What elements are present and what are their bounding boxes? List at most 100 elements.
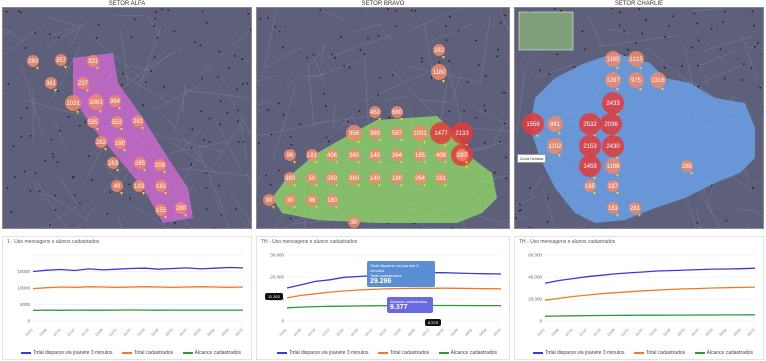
bubble-label: 1215 bbox=[629, 57, 643, 63]
axis-marker-left: 11.302 bbox=[265, 293, 283, 300]
x-tick-label: 02/19 bbox=[123, 328, 132, 337]
bubble-label: 552 bbox=[112, 120, 123, 126]
y-tick-label: 0 bbox=[27, 319, 30, 324]
x-tick-label: 02/12 bbox=[109, 328, 118, 337]
bubble-label: 587 bbox=[392, 131, 403, 137]
x-tick-label: 01/08 bbox=[293, 328, 302, 337]
bubble-label: 2532 bbox=[583, 122, 597, 128]
bubble-label: 281 bbox=[436, 176, 447, 182]
tooltip-title: Total disparos via joanete 3 minutos bbox=[370, 263, 432, 273]
x-tick-label: 02/26 bbox=[137, 328, 146, 337]
bubble-label: 161 bbox=[608, 206, 619, 212]
x-tick-label: 01/15 bbox=[307, 328, 316, 337]
y-tick-label: 30.000 bbox=[270, 253, 284, 258]
y-tick-label: 5000 bbox=[20, 302, 31, 307]
bubble-label: 2430 bbox=[606, 144, 620, 150]
y-tick-label: 20.000 bbox=[528, 297, 542, 302]
bubble-label: 1180 bbox=[433, 70, 447, 76]
x-tick-label: 04/16 bbox=[493, 328, 502, 337]
legend-swatch-orange bbox=[634, 352, 644, 354]
x-tick-label: 01/29 bbox=[593, 328, 602, 337]
legend-swatch-orange bbox=[378, 352, 388, 354]
bubble-label: 180 bbox=[115, 141, 126, 147]
series-line bbox=[545, 287, 755, 300]
bubble-label: 1297 bbox=[606, 78, 620, 84]
bubble-label: 1459 bbox=[583, 164, 597, 170]
bubble-label: 180 bbox=[392, 176, 403, 182]
bubble-label: 389 bbox=[370, 131, 381, 137]
x-tick-label: 01/29 bbox=[81, 328, 90, 337]
bubble-label: 155 bbox=[156, 208, 167, 214]
x-tick-label: 02/19 bbox=[379, 328, 388, 337]
inset-map[interactable] bbox=[519, 12, 573, 50]
x-tick-label: 03/05 bbox=[663, 328, 672, 337]
bubble-label: 1031 bbox=[66, 101, 80, 107]
x-tick-label: 02/05 bbox=[95, 328, 104, 337]
bubble-label: 140 bbox=[370, 153, 381, 159]
legend-swatch-green bbox=[695, 352, 705, 354]
x-tick-label: 02/05 bbox=[350, 328, 359, 337]
legend-orange: Total cadastrados bbox=[134, 350, 173, 356]
legend-blue: Total disparos via joanete 3 minutos bbox=[545, 350, 625, 356]
bubble-label: 2433 bbox=[606, 101, 620, 107]
bubble-label: 185 bbox=[415, 153, 426, 159]
bubble-label: 281 bbox=[133, 119, 144, 125]
bubble-label: 30 bbox=[351, 220, 358, 226]
bubble-label: 263 bbox=[108, 161, 119, 167]
x-tick-label: 02/12 bbox=[621, 328, 630, 337]
bubble-label: 180 bbox=[327, 198, 338, 204]
bubble-label: 361 bbox=[46, 81, 57, 87]
x-tick-label: 01/01 bbox=[25, 328, 34, 337]
legend-blue: Total disparos via joanete 3 minutos bbox=[289, 350, 369, 356]
bubble-label: 408 bbox=[436, 153, 447, 159]
x-tick-label: 03/26 bbox=[705, 328, 714, 337]
legend-orange: Total cadastrados bbox=[390, 350, 429, 356]
bubble-label: 1061 bbox=[89, 100, 103, 106]
bubble-label: 50 bbox=[309, 176, 316, 182]
zone-label: Zona Urbana bbox=[517, 154, 546, 163]
x-tick-label: 03/12 bbox=[421, 328, 430, 337]
x-tick-label: 04/02 bbox=[719, 328, 728, 337]
x-tick-label: 03/26 bbox=[450, 328, 459, 337]
bubble-label: 956 bbox=[349, 131, 360, 137]
x-tick-label: 04/16 bbox=[747, 328, 756, 337]
tooltip-value: 29.296 bbox=[370, 278, 432, 285]
bubble-label: 360 bbox=[349, 176, 360, 182]
chart-alfa: 1 - Uso mensagens e alunos cadastrados 1… bbox=[2, 236, 252, 360]
y-tick-label: 15000 bbox=[17, 269, 30, 274]
map-bravo[interactable]: 2821180462680956389587103114772133140496… bbox=[256, 7, 510, 229]
y-tick-label: 0 bbox=[281, 319, 284, 324]
chart-charlie: TH - Uso mensagens e alunos cadastrados … bbox=[514, 236, 764, 360]
bubble-label: 2036 bbox=[604, 122, 618, 128]
chart-bravo: TH - Uso mensagens e alunos cadastrados … bbox=[256, 236, 510, 360]
series-line bbox=[545, 268, 755, 283]
x-tick-label: 01/08 bbox=[551, 328, 560, 337]
bubble-label: 281 bbox=[630, 206, 641, 212]
bubble-label: 1556 bbox=[526, 122, 540, 128]
x-tick-label: 03/05 bbox=[407, 328, 416, 337]
x-tick-label: 03/12 bbox=[165, 328, 174, 337]
bubble-label: 595 bbox=[88, 120, 99, 126]
chart-legend: Total disparos via joanete 3 minutos Tot… bbox=[3, 350, 251, 356]
bubble-label: 1165 bbox=[607, 57, 621, 63]
bubble-label: 280 bbox=[176, 206, 187, 212]
bubble-label: 2133 bbox=[455, 131, 469, 137]
bubble-label: 975 bbox=[631, 78, 642, 84]
x-tick-label: 01/01 bbox=[279, 328, 288, 337]
legend-swatch-blue bbox=[277, 352, 287, 354]
bubble-label: 280 bbox=[28, 59, 39, 65]
x-tick-label: 04/09 bbox=[221, 328, 230, 337]
bubble-label: 1031 bbox=[413, 131, 427, 137]
axis-marker-right: 8.578 bbox=[425, 319, 441, 326]
x-tick-label: 01/22 bbox=[321, 328, 330, 337]
y-tick-label: 0 bbox=[539, 319, 542, 324]
legend-green: Alcance cadastrados bbox=[195, 350, 241, 356]
bubble-label: 96 bbox=[287, 153, 294, 159]
y-tick-label: 20.000 bbox=[270, 275, 284, 280]
x-tick-label: 04/02 bbox=[464, 328, 473, 337]
x-tick-label: 04/16 bbox=[235, 328, 244, 337]
y-tick-label: 40.000 bbox=[528, 275, 542, 280]
